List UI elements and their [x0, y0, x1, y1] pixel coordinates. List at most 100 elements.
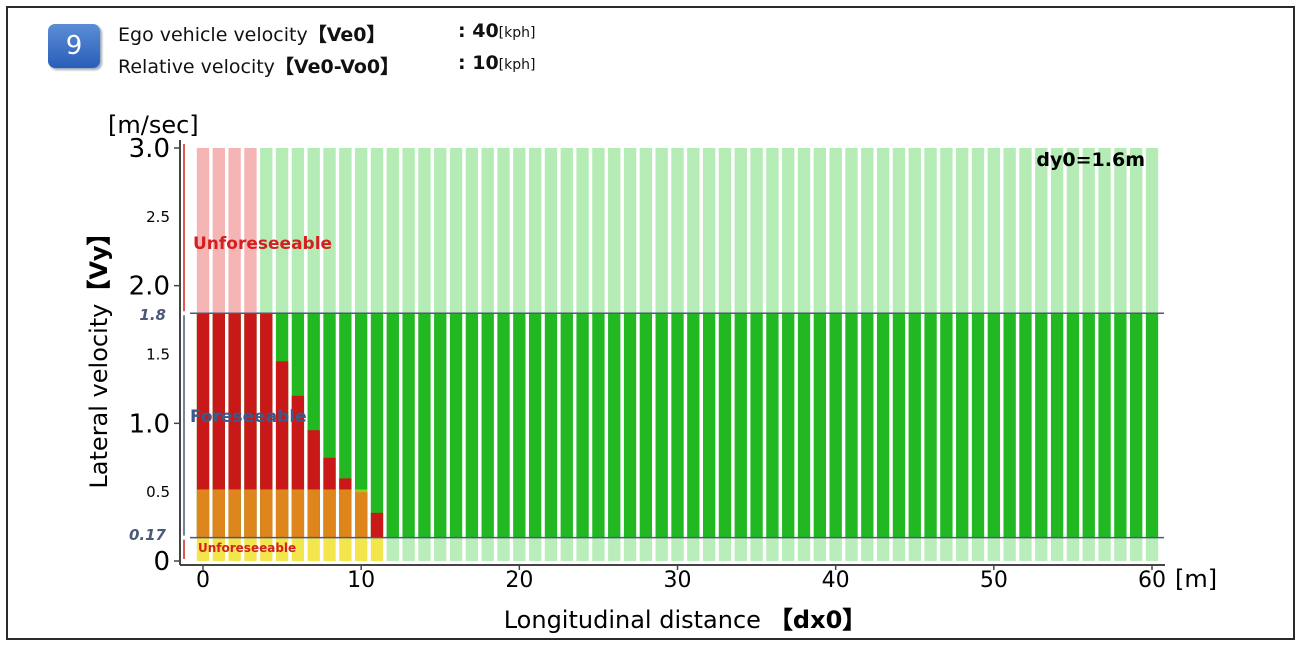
column-lower-cell	[1019, 537, 1032, 561]
column-upper-cell	[608, 148, 621, 314]
column-foreseeable-cell	[718, 313, 732, 538]
x-axis-label: Longitudinal distance 【dx0】	[504, 606, 867, 634]
column-foreseeable-cell	[434, 313, 447, 538]
zone-label-lower: Unforeseeable	[198, 541, 296, 555]
column-lower-cell	[465, 537, 479, 561]
column-upper-cell	[956, 148, 969, 314]
column-upper-cell	[892, 148, 906, 314]
column-foreseeable-cell	[734, 313, 747, 538]
y-unit-label: [m/sec]	[108, 111, 199, 139]
column-foreseeable-cell	[513, 313, 526, 538]
column-lower-cell	[1145, 537, 1159, 561]
column-foreseeable-cell	[1114, 313, 1127, 538]
column-lower-cell	[1114, 537, 1127, 561]
marginal-band-cell	[354, 489, 368, 538]
column-lower-cell	[892, 537, 906, 561]
column-upper-cell	[244, 148, 257, 314]
column-foreseeable-cell	[449, 313, 463, 538]
column-lower-cell	[354, 537, 368, 561]
column-upper-cell	[687, 148, 700, 314]
column-foreseeable-cell	[956, 313, 969, 538]
column-lower-cell	[260, 537, 273, 561]
x-tick-label: 10	[347, 568, 375, 593]
column-upper-cell	[845, 148, 858, 314]
column-foreseeable-cell	[402, 313, 415, 538]
marginal-band-cell	[228, 489, 241, 538]
threshold-upper-label: 1.8	[139, 306, 166, 324]
column-lower-cell	[655, 537, 668, 561]
y-tick-label: 1.0	[129, 409, 170, 439]
column-foreseeable-cell	[766, 313, 779, 538]
marginal-band-cell	[291, 489, 305, 538]
column-upper-cell	[449, 148, 463, 314]
zone-label-middle: Foreseeable	[190, 407, 307, 427]
column-upper-cell	[465, 148, 479, 314]
x-tick-label: 40	[822, 568, 850, 593]
column-foreseeable-cell	[1035, 313, 1048, 538]
column-upper-cell	[544, 148, 558, 314]
column-lower-cell	[434, 537, 447, 561]
marginal-band-cell	[260, 489, 273, 538]
column-upper-cell	[196, 148, 210, 314]
column-foreseeable-cell	[481, 313, 494, 538]
column-upper-cell	[940, 148, 953, 314]
y-minor-tick-label: 1.5	[146, 346, 170, 364]
column-foreseeable-cell	[418, 313, 431, 538]
column-upper-cell	[1050, 148, 1064, 314]
x-tick-label: 20	[505, 568, 533, 593]
column-upper-cell	[386, 148, 399, 314]
column-upper-cell	[1098, 148, 1111, 314]
column-lower-cell	[307, 537, 320, 561]
column-foreseeable-cell	[1066, 313, 1080, 538]
column-upper-cell	[1035, 148, 1048, 314]
column-foreseeable-cell	[987, 313, 1001, 538]
x-axis-label-text: Longitudinal distance	[504, 606, 761, 634]
column-lower-cell	[608, 537, 621, 561]
y-minor-tick-label: 0.5	[146, 483, 170, 501]
column-foreseeable-cell	[1130, 313, 1143, 538]
y-minor-tick-label: 2.5	[146, 208, 170, 226]
column-lower-cell	[734, 537, 747, 561]
column-upper-cell	[623, 148, 637, 314]
column-lower-cell	[544, 537, 558, 561]
column-lower-cell	[291, 537, 305, 561]
column-foreseeable-cell	[623, 313, 637, 538]
column-upper-cell	[497, 148, 510, 314]
column-upper-cell	[639, 148, 653, 314]
column-lower-cell	[481, 537, 494, 561]
column-foreseeable-cell	[465, 313, 479, 538]
relative-velocity-value: 10	[472, 52, 499, 74]
relative-velocity-colon: :	[458, 52, 473, 74]
column-foreseeable-cell	[797, 313, 811, 538]
column-foreseeable-cell	[702, 313, 716, 538]
column-foreseeable-cell	[861, 313, 874, 538]
column-collision-cell	[212, 313, 225, 538]
x-unit-label: [m]	[1175, 565, 1217, 593]
column-lower-cell	[813, 537, 827, 561]
column-lower-cell	[623, 537, 637, 561]
column-lower-cell	[1003, 537, 1016, 561]
ego-velocity-value: 40	[472, 20, 499, 42]
threshold-lower-label: 0.17	[129, 526, 167, 544]
column-foreseeable-cell	[908, 313, 921, 538]
column-upper-cell	[212, 148, 225, 314]
column-upper-cell	[782, 148, 795, 314]
column-foreseeable-cell	[354, 313, 368, 538]
column-lower-cell	[1035, 537, 1048, 561]
ego-velocity-unit: [kph]	[498, 25, 536, 41]
column-lower-cell	[418, 537, 431, 561]
column-upper-cell	[402, 148, 415, 314]
column-lower-cell	[1130, 537, 1143, 561]
y-axis-label: Lateral velocity【Vy】	[85, 221, 113, 488]
x-tick-label: 60	[1138, 568, 1166, 593]
ego-velocity-colon: :	[458, 20, 473, 42]
column-foreseeable-cell	[608, 313, 621, 538]
column-collision-cell	[260, 313, 273, 538]
column-foreseeable-cell	[1019, 313, 1032, 538]
column-foreseeable-cell	[655, 313, 668, 538]
column-upper-cell	[260, 148, 273, 314]
column-upper-cell	[418, 148, 431, 314]
column-foreseeable-cell	[544, 313, 558, 538]
column-upper-cell	[275, 148, 289, 314]
